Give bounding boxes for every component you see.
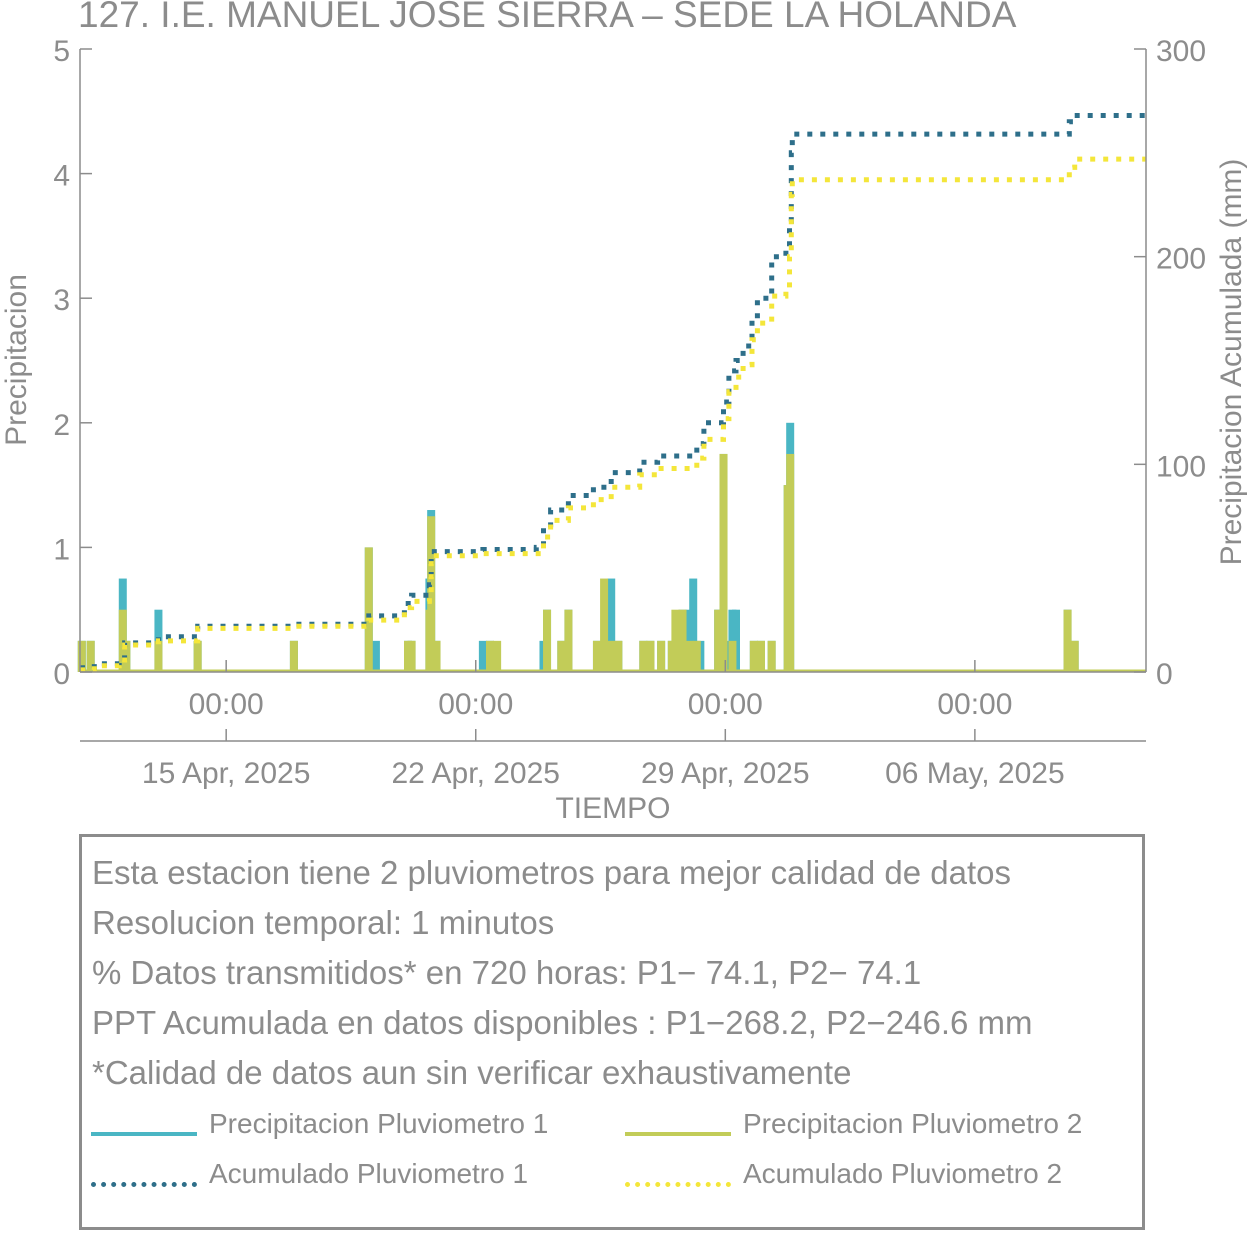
rain-bar (607, 640, 616, 672)
x-tick-time-label: 00:00 (189, 688, 264, 721)
note-transmitted: % Datos transmitidos* en 720 horas: P1− … (92, 954, 922, 991)
y-tick-label: 3 (53, 284, 70, 317)
rain-bar (193, 640, 202, 672)
rain-bar (786, 453, 795, 672)
accumulated-line (80, 156, 1146, 673)
series-4 (80, 156, 1146, 673)
rain-bar (607, 578, 616, 672)
y-tick-label: 1 (53, 533, 70, 566)
rain-bar (600, 578, 609, 672)
x-tick-date-label: 15 Apr, 2025 (142, 757, 311, 790)
rain-bar (756, 640, 765, 672)
legend-label-a1: Acumulado Pluviometro 1 (209, 1158, 529, 1189)
y2-tick-label: 0 (1156, 658, 1173, 691)
y-tick-label: 0 (53, 658, 70, 691)
rain-bar (767, 640, 776, 672)
note-quality: *Calidad de datos aun sin verificar exha… (92, 1054, 852, 1091)
rain-bar (427, 516, 436, 672)
x-tick-time-label: 00:00 (937, 688, 1012, 721)
legend-swatch-p1 (91, 1132, 197, 1136)
rain-bar (289, 640, 298, 672)
rain-bar (639, 640, 648, 672)
y-tick-label: 2 (53, 409, 70, 442)
x-axis-label: TIEMPO (555, 792, 670, 825)
rain-bar (432, 640, 441, 672)
rain-bar (557, 640, 566, 672)
legend-label-a2: Acumulado Pluviometro 2 (743, 1158, 1063, 1189)
rain-bar (685, 640, 694, 672)
rain-bar (671, 609, 680, 672)
rain-bar (77, 640, 86, 672)
chart-plot: 0 1 2 3 4 5 0 100 200 300 00:00 15 Apr, 2025 00:00 22… (0, 35, 1248, 825)
note-accumulated: PPT Acumulada en datos disponibles : P1−… (92, 1004, 1033, 1041)
rain-bar (1063, 609, 1072, 672)
x-tick-date-label: 22 Apr, 2025 (391, 757, 560, 790)
rain-bar (692, 640, 701, 672)
series-1 (77, 422, 1146, 673)
y-tick-label: 5 (53, 35, 70, 68)
y2-tick-label: 300 (1156, 35, 1206, 68)
rain-bar (646, 640, 655, 672)
rain-bar (657, 640, 666, 672)
rain-bar (728, 640, 737, 672)
info-box: Esta estacion tiene 2 pluviometros para … (79, 834, 1145, 1230)
chart-title: 127. I.E. MANUEL JOSE SIERRA – SEDE LA H… (78, 0, 1017, 35)
y-tick-label: 4 (53, 160, 70, 193)
rain-bar (714, 609, 723, 672)
legend-label-p2: Precipitacion Pluviometro 2 (743, 1108, 1083, 1139)
x-tick-date-label: 29 Apr, 2025 (641, 757, 810, 790)
y2-tick-label: 200 (1156, 243, 1206, 276)
legend-swatch-a1 (91, 1182, 197, 1187)
y-axis-label: Precipitacion (0, 274, 33, 446)
x-tick-time-label: 00:00 (438, 688, 513, 721)
rain-bar (592, 640, 601, 672)
rain-bar (86, 640, 95, 672)
rain-bar (564, 609, 573, 672)
rain-bar (749, 640, 758, 672)
note-stations: Esta estacion tiene 2 pluviometros para … (92, 854, 1012, 891)
rain-bar (614, 640, 623, 672)
y2-tick-label: 100 (1156, 450, 1206, 483)
rain-bar (371, 640, 380, 672)
legend-swatch-a2 (625, 1182, 731, 1187)
rain-bar (407, 640, 416, 672)
rain-bar (364, 547, 373, 672)
note-resolution: Resolucion temporal: 1 minutos (92, 904, 555, 941)
rain-bar (689, 578, 698, 672)
rain-bar (678, 609, 687, 672)
legend-label-p1: Precipitacion Pluviometro 1 (209, 1108, 549, 1139)
rain-bar (154, 640, 163, 672)
rain-bar (719, 453, 728, 672)
rain-bar (478, 640, 487, 672)
rain-bar (493, 640, 502, 672)
x-tick-time-label: 00:00 (688, 688, 763, 721)
rain-bar (1070, 640, 1079, 672)
rain-bar (486, 640, 494, 672)
x-tick-date-label: 06 May, 2025 (885, 757, 1065, 790)
rain-bar (543, 609, 552, 672)
series-2 (77, 453, 1146, 673)
y2-axis-label: Precipitacion Acumulada (mm) (1215, 159, 1248, 566)
legend-swatch-p2 (625, 1132, 731, 1136)
